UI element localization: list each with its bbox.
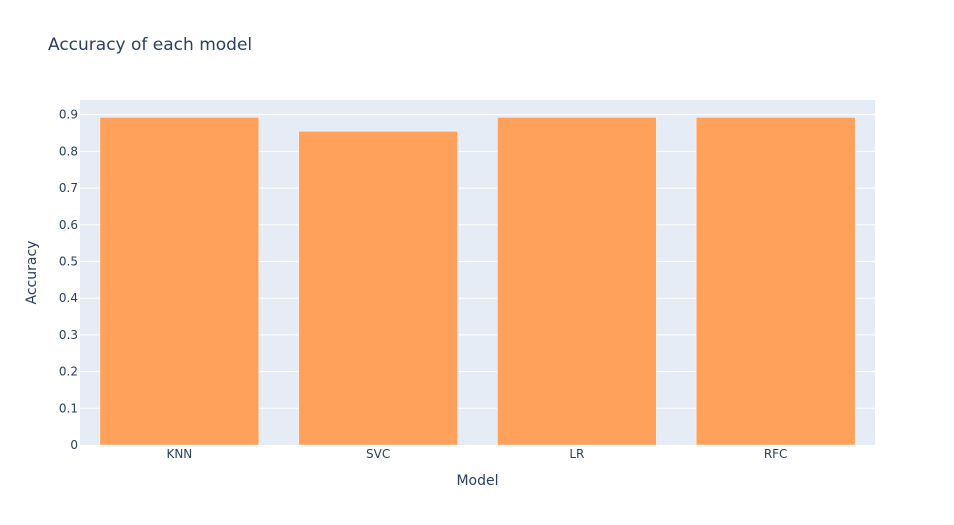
- x-tick-labels: KNN SVC LR RFC: [166, 447, 787, 461]
- x-axis-title: Model: [456, 473, 498, 489]
- y-tick-label: 0.3: [59, 328, 78, 342]
- y-tick-label: 0.7: [59, 181, 78, 195]
- y-tick-label: 0.5: [59, 254, 78, 268]
- x-tick-label: LR: [569, 447, 584, 461]
- x-tick-label: KNN: [166, 447, 192, 461]
- bar-svc: [298, 130, 458, 446]
- bar-rfc: [695, 117, 856, 446]
- y-tick-label: 0: [70, 438, 78, 452]
- y-tick-labels: 0 0.1 0.2 0.3 0.4 0.5 0.6 0.7 0.8 0.9: [59, 108, 78, 452]
- y-tick-label: 0.9: [59, 108, 78, 122]
- y-tick-label: 0.2: [59, 365, 78, 379]
- x-tick-label: SVC: [366, 447, 390, 461]
- x-tick-label: RFC: [764, 447, 788, 461]
- bar-lr: [497, 117, 657, 446]
- y-axis-title: Accuracy: [24, 241, 40, 305]
- chart-title: Accuracy of each model: [48, 35, 252, 55]
- y-tick-label: 0.1: [59, 401, 78, 415]
- bar-knn: [99, 117, 260, 446]
- y-tick-label: 0.8: [59, 144, 78, 158]
- bars: [99, 117, 856, 446]
- y-tick-label: 0.6: [59, 218, 78, 232]
- y-tick-label: 0.4: [59, 291, 78, 305]
